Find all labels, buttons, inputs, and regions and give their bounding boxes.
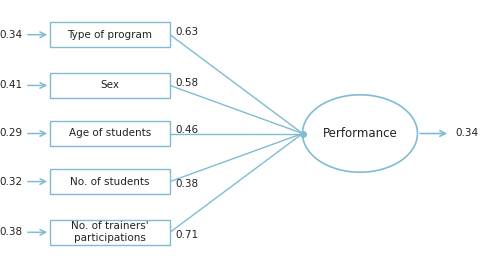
- Text: No. of trainers'
participations: No. of trainers' participations: [71, 221, 149, 244]
- FancyBboxPatch shape: [50, 169, 170, 194]
- FancyBboxPatch shape: [50, 121, 170, 146]
- Text: Sex: Sex: [100, 80, 119, 91]
- Text: Age of students: Age of students: [69, 128, 151, 139]
- FancyBboxPatch shape: [50, 219, 170, 245]
- FancyBboxPatch shape: [50, 22, 170, 47]
- Text: 0.29: 0.29: [0, 128, 22, 139]
- Text: 0.58: 0.58: [176, 77, 199, 88]
- FancyBboxPatch shape: [50, 73, 170, 98]
- Text: 0.38: 0.38: [176, 179, 199, 189]
- Text: 0.71: 0.71: [176, 230, 199, 240]
- Text: Performance: Performance: [322, 127, 398, 140]
- Text: 0.38: 0.38: [0, 227, 22, 237]
- Text: 0.34: 0.34: [0, 30, 22, 40]
- Text: 0.41: 0.41: [0, 80, 22, 91]
- Text: No. of students: No. of students: [70, 176, 150, 187]
- Text: Type of program: Type of program: [68, 30, 152, 40]
- Text: 0.34: 0.34: [455, 128, 478, 139]
- Text: 0.32: 0.32: [0, 176, 22, 187]
- Text: 0.63: 0.63: [176, 27, 199, 37]
- Text: 0.46: 0.46: [176, 125, 199, 135]
